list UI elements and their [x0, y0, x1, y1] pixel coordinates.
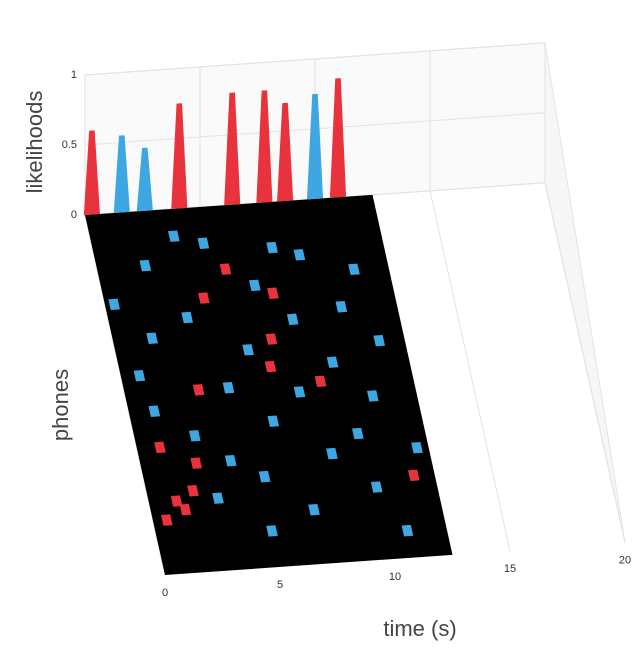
cell — [326, 447, 338, 460]
cell — [148, 405, 161, 417]
y-axis-label: phones — [48, 369, 73, 441]
cell — [198, 292, 210, 304]
x-tick-label: 15 — [504, 563, 516, 575]
cell — [249, 279, 261, 292]
cell — [265, 333, 278, 345]
cell — [348, 263, 360, 276]
cell — [108, 298, 120, 311]
cell — [139, 259, 152, 272]
cell — [258, 470, 271, 483]
z-tick-label: 1 — [71, 69, 77, 81]
cell — [197, 237, 210, 249]
cell — [181, 311, 193, 324]
peak — [136, 147, 153, 212]
cell — [170, 495, 183, 507]
grid-line — [84, 42, 546, 76]
z-axis-label: likelihoods — [22, 91, 47, 194]
x-tick-label: 10 — [389, 571, 401, 583]
x-tick-label: 0 — [162, 587, 168, 599]
z-tick-label: 0 — [71, 209, 77, 221]
cell — [293, 249, 306, 261]
cell — [335, 301, 348, 313]
cell — [168, 230, 180, 242]
z-tick-label: 0.5 — [62, 139, 77, 151]
peak — [113, 135, 130, 213]
cell — [267, 287, 279, 299]
peak — [224, 92, 241, 206]
cell — [161, 514, 173, 526]
cell — [308, 504, 320, 516]
peak — [171, 103, 188, 209]
cell — [192, 384, 205, 396]
cell — [264, 360, 277, 373]
cell — [242, 344, 254, 356]
floor — [85, 194, 453, 575]
cell — [293, 386, 306, 398]
x-axis-label: time (s) — [383, 616, 456, 641]
cell — [190, 457, 202, 469]
cell — [212, 492, 224, 504]
cell — [179, 503, 192, 516]
cell — [266, 525, 278, 537]
cell — [411, 441, 423, 454]
cell — [408, 469, 420, 482]
cell — [266, 241, 278, 254]
cell — [367, 390, 379, 402]
cell — [146, 332, 158, 344]
cell — [222, 382, 235, 394]
peak — [329, 78, 347, 198]
cell — [352, 427, 364, 440]
cell — [219, 263, 232, 275]
side-wall — [544, 42, 626, 543]
x-tick-label: 5 — [277, 579, 283, 591]
cell — [267, 415, 280, 427]
cell — [224, 454, 237, 467]
cell — [154, 441, 166, 454]
cell — [314, 375, 327, 388]
peak — [306, 93, 324, 200]
cell — [326, 356, 339, 368]
cell — [370, 481, 383, 493]
cell — [133, 369, 146, 382]
cell — [286, 313, 299, 326]
cell — [189, 430, 201, 442]
cell — [373, 334, 385, 347]
x-tick-label: 20 — [619, 555, 631, 567]
cell — [187, 485, 199, 497]
peak — [277, 102, 294, 202]
peak — [83, 130, 100, 216]
cell — [401, 524, 414, 537]
peak — [256, 90, 273, 204]
